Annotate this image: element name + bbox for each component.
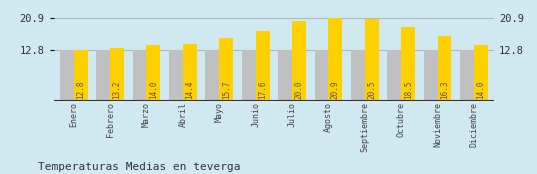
- Bar: [351, 50, 365, 101]
- Bar: [183, 44, 197, 101]
- Text: 14.0: 14.0: [476, 81, 485, 99]
- Bar: [242, 50, 256, 101]
- Bar: [133, 50, 147, 101]
- Bar: [96, 50, 110, 101]
- Bar: [110, 48, 124, 101]
- Bar: [256, 31, 270, 101]
- Text: 14.0: 14.0: [149, 81, 158, 99]
- Bar: [278, 50, 292, 101]
- Text: 18.5: 18.5: [404, 81, 412, 99]
- Bar: [169, 50, 183, 101]
- Bar: [460, 50, 474, 101]
- Bar: [219, 38, 233, 101]
- Bar: [401, 27, 415, 101]
- Text: 17.6: 17.6: [258, 81, 267, 99]
- Bar: [74, 50, 88, 101]
- Text: Temperaturas Medias en teverga: Temperaturas Medias en teverga: [38, 162, 240, 172]
- Bar: [60, 50, 74, 101]
- Bar: [315, 50, 329, 101]
- Bar: [329, 18, 342, 101]
- Bar: [206, 50, 219, 101]
- Text: 12.8: 12.8: [76, 81, 85, 99]
- Bar: [292, 21, 306, 101]
- Bar: [438, 36, 452, 101]
- Text: 16.3: 16.3: [440, 81, 449, 99]
- Text: 20.5: 20.5: [367, 81, 376, 99]
- Bar: [147, 45, 161, 101]
- Bar: [474, 45, 488, 101]
- Bar: [387, 50, 401, 101]
- Text: 20.0: 20.0: [294, 81, 303, 99]
- Text: 14.4: 14.4: [185, 81, 194, 99]
- Bar: [424, 50, 438, 101]
- Text: 15.7: 15.7: [222, 81, 231, 99]
- Text: 13.2: 13.2: [113, 81, 121, 99]
- Text: 20.9: 20.9: [331, 81, 340, 99]
- Bar: [365, 19, 379, 101]
